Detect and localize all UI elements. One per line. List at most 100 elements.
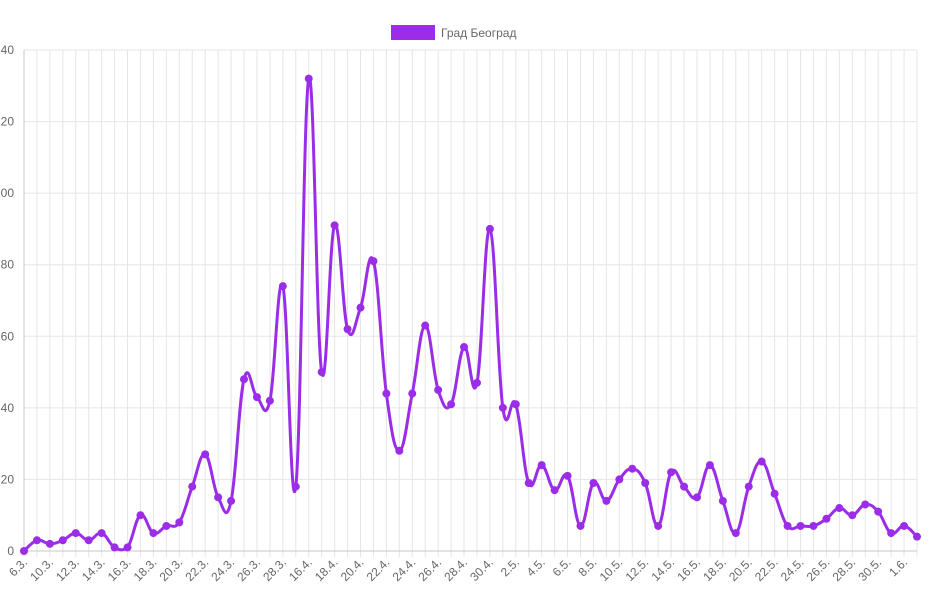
data-point[interactable]: [214, 493, 223, 502]
data-point[interactable]: [343, 325, 352, 334]
data-point[interactable]: [511, 400, 520, 409]
x-tick-label: 28.4.: [441, 555, 470, 584]
data-point[interactable]: [887, 529, 896, 538]
x-tick-label: 14.5.: [648, 555, 677, 584]
data-point[interactable]: [537, 461, 546, 470]
data-point[interactable]: [149, 529, 158, 538]
x-tick-label: 20.4.: [338, 555, 367, 584]
series-layer: [20, 74, 921, 555]
data-point[interactable]: [227, 496, 236, 505]
data-point[interactable]: [615, 475, 624, 484]
data-point[interactable]: [524, 479, 533, 488]
x-tick-label: 26.5.: [804, 555, 833, 584]
x-tick-label: 24.5.: [778, 555, 807, 584]
data-point[interactable]: [252, 393, 261, 402]
data-point[interactable]: [667, 468, 676, 477]
data-point[interactable]: [317, 368, 326, 377]
data-point[interactable]: [20, 547, 28, 555]
data-point[interactable]: [770, 489, 779, 498]
data-point[interactable]: [848, 511, 857, 520]
data-point[interactable]: [900, 521, 909, 530]
x-tick-label: 30.5.: [856, 555, 885, 584]
x-axis: 6.3.10.3.12.3.14.3.16.3.18.3.20.3.22.3.2…: [6, 550, 917, 584]
data-point[interactable]: [602, 496, 611, 505]
data-point[interactable]: [447, 400, 456, 409]
data-point[interactable]: [563, 471, 572, 480]
data-point[interactable]: [278, 282, 287, 291]
data-point[interactable]: [460, 343, 469, 352]
data-point[interactable]: [291, 482, 300, 491]
data-point[interactable]: [123, 543, 132, 552]
data-point[interactable]: [369, 257, 378, 266]
data-point[interactable]: [913, 532, 921, 541]
data-point[interactable]: [628, 464, 637, 473]
data-point[interactable]: [97, 529, 106, 538]
legend[interactable]: Град Београд: [391, 25, 516, 40]
x-tick-label: 12.5.: [623, 555, 652, 584]
data-point[interactable]: [589, 479, 598, 488]
data-point[interactable]: [498, 403, 507, 412]
data-point[interactable]: [32, 536, 41, 545]
data-point[interactable]: [835, 504, 844, 513]
data-point[interactable]: [861, 500, 870, 509]
data-point[interactable]: [395, 446, 404, 455]
data-point[interactable]: [188, 482, 197, 491]
data-point[interactable]: [783, 521, 792, 530]
x-tick-label: 22.5.: [752, 555, 781, 584]
x-tick-label: 28.3.: [260, 555, 289, 584]
x-tick-label: 8.5.: [576, 555, 600, 579]
y-axis: 0 20 40 60 80 100 120 140: [0, 43, 25, 558]
x-tick-label: 16.5.: [674, 555, 703, 584]
x-tick-label: 28.5.: [830, 555, 859, 584]
data-point[interactable]: [731, 529, 740, 538]
data-point[interactable]: [265, 396, 274, 405]
x-tick-label: 18.5.: [700, 555, 729, 584]
data-point[interactable]: [58, 536, 67, 545]
data-point[interactable]: [744, 482, 753, 491]
grid-lines: [23, 49, 918, 557]
data-point[interactable]: [356, 303, 365, 312]
x-tick-label: 26.4.: [415, 555, 444, 584]
data-point[interactable]: [654, 521, 663, 530]
data-point[interactable]: [240, 375, 249, 384]
data-point[interactable]: [472, 378, 481, 387]
data-point[interactable]: [641, 479, 650, 488]
data-point[interactable]: [382, 389, 391, 398]
x-tick-label: 16.4.: [286, 555, 315, 584]
data-point[interactable]: [757, 457, 766, 466]
data-point[interactable]: [162, 521, 171, 530]
y-tick-label: 100: [0, 186, 14, 200]
legend-swatch[interactable]: [391, 25, 435, 40]
data-point[interactable]: [434, 385, 443, 394]
data-point[interactable]: [822, 514, 831, 523]
x-tick-label: 1.6.: [886, 555, 910, 579]
data-point[interactable]: [421, 321, 430, 330]
data-point[interactable]: [705, 461, 714, 470]
y-tick-label: 20: [1, 472, 15, 486]
data-point[interactable]: [718, 496, 727, 505]
data-point[interactable]: [550, 486, 559, 495]
legend-label[interactable]: Град Београд: [441, 26, 516, 40]
data-point[interactable]: [408, 389, 417, 398]
data-point[interactable]: [485, 224, 494, 233]
data-point[interactable]: [304, 74, 313, 83]
data-point[interactable]: [796, 521, 805, 530]
x-tick-label: 20.5.: [726, 555, 755, 584]
data-point[interactable]: [576, 521, 585, 530]
x-tick-label: 4.5.: [524, 555, 548, 579]
x-tick-label: 6.3.: [6, 555, 30, 579]
data-point[interactable]: [692, 493, 701, 502]
data-point[interactable]: [136, 511, 145, 520]
data-point[interactable]: [175, 518, 184, 527]
data-point[interactable]: [809, 521, 818, 530]
data-point[interactable]: [45, 539, 54, 548]
data-point[interactable]: [874, 507, 883, 516]
x-tick-label: 22.4.: [364, 555, 393, 584]
data-point[interactable]: [71, 529, 80, 538]
data-point[interactable]: [680, 482, 689, 491]
data-point[interactable]: [201, 450, 210, 459]
data-point[interactable]: [110, 543, 119, 552]
data-point[interactable]: [84, 536, 93, 545]
data-point[interactable]: [330, 221, 339, 230]
